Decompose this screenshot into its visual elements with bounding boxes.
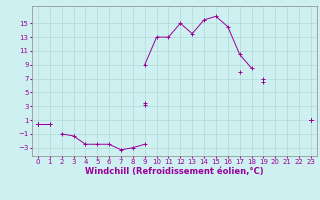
- X-axis label: Windchill (Refroidissement éolien,°C): Windchill (Refroidissement éolien,°C): [85, 167, 264, 176]
